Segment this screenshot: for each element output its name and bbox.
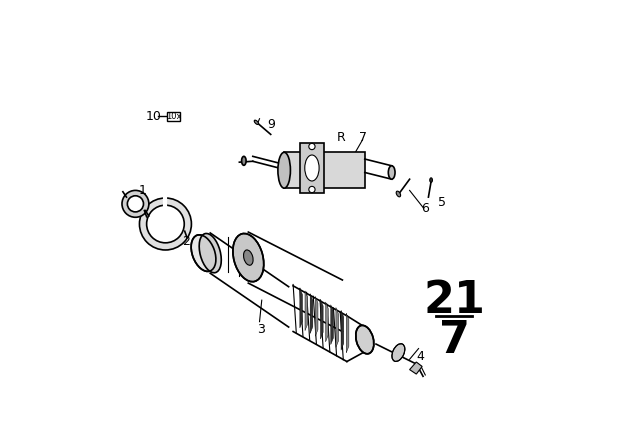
Polygon shape [331,305,333,345]
Polygon shape [310,293,313,333]
Polygon shape [341,310,344,350]
Text: 2: 2 [182,235,189,249]
Ellipse shape [278,152,291,188]
Polygon shape [410,362,422,374]
Polygon shape [300,143,324,193]
Ellipse shape [305,155,319,181]
Text: 4: 4 [417,349,424,363]
Text: 10: 10 [145,110,161,123]
Circle shape [147,205,184,243]
Polygon shape [284,152,365,188]
Circle shape [308,186,315,193]
Ellipse shape [388,166,395,179]
Ellipse shape [254,120,259,125]
Ellipse shape [233,233,264,282]
Polygon shape [316,297,318,336]
Circle shape [308,143,315,150]
Ellipse shape [199,233,221,273]
Text: 21: 21 [424,279,485,322]
Polygon shape [346,313,349,353]
Text: 6: 6 [421,202,429,215]
Text: R: R [337,131,346,145]
Text: 9: 9 [268,118,276,131]
Text: 10x: 10x [166,112,181,121]
Polygon shape [321,299,323,339]
Polygon shape [336,307,339,347]
FancyBboxPatch shape [167,112,180,121]
Circle shape [127,196,143,212]
Text: 3: 3 [257,323,265,336]
Ellipse shape [430,178,433,182]
Ellipse shape [396,191,401,197]
Text: 7: 7 [439,319,470,362]
Circle shape [140,198,191,250]
Circle shape [122,190,149,217]
Polygon shape [300,288,303,328]
Ellipse shape [242,156,246,165]
Ellipse shape [191,235,216,271]
Text: 5: 5 [438,196,446,209]
Text: 1: 1 [139,184,147,197]
Polygon shape [326,302,328,342]
Ellipse shape [392,344,405,362]
Ellipse shape [244,250,253,265]
Polygon shape [305,291,308,331]
Ellipse shape [356,325,374,354]
Text: 7: 7 [358,131,367,145]
